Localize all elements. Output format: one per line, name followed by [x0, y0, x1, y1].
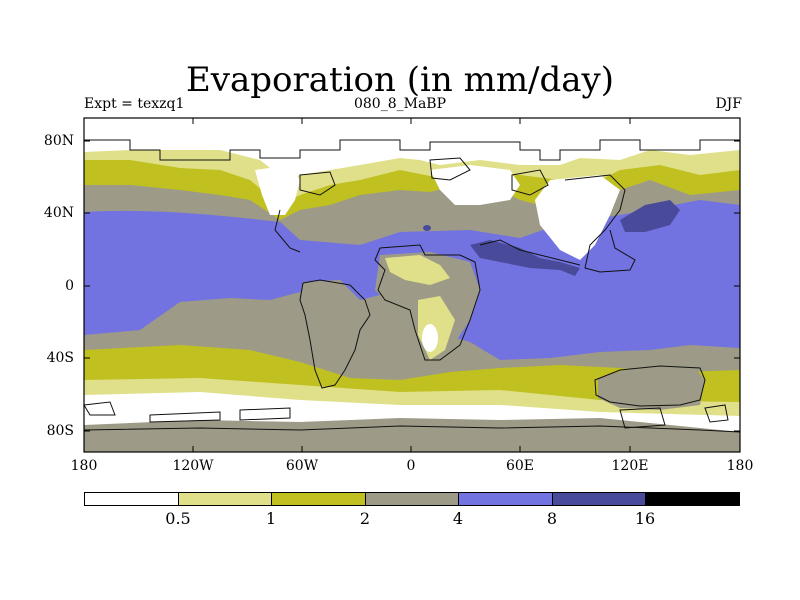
lon-label: 60E — [505, 458, 535, 474]
colorbar-box — [365, 493, 460, 505]
lat-label: 80N — [43, 133, 74, 149]
axis-ticks — [83, 118, 741, 452]
field-8-16-small — [423, 225, 431, 231]
colorbar-box — [459, 493, 553, 505]
colorbar-label: 2 — [359, 509, 371, 528]
lon-label: 120W — [172, 458, 214, 474]
field-lt05-north — [84, 118, 740, 180]
lat-label: 40N — [43, 205, 74, 221]
lat-label: 80S — [46, 423, 74, 439]
field-2-4-antarctica — [84, 418, 740, 452]
time-label: 080_8_MaBP — [353, 96, 447, 112]
lon-label: 180 — [726, 458, 754, 474]
field-2-4-australia — [598, 362, 705, 410]
colorbar-label: 1 — [265, 509, 277, 528]
lon-label: 120E — [611, 458, 649, 474]
lon-label: 0 — [406, 458, 416, 474]
colorbar-label: 0.5 — [165, 509, 191, 528]
lat-label: 40S — [46, 350, 74, 366]
plot-title: Evaporation (in mm/day) — [185, 60, 615, 100]
map-frame — [83, 117, 741, 453]
colorbar-label: 16 — [634, 509, 656, 528]
colorbar-box — [552, 493, 647, 505]
colorbar-box — [646, 493, 740, 505]
colorbar — [84, 492, 740, 506]
season-label: DJF — [715, 96, 742, 112]
lat-label: 0 — [65, 278, 74, 294]
lon-label: 60W — [285, 458, 319, 474]
field-8-16-pacific — [620, 200, 680, 232]
field-lt05-namerica — [255, 165, 300, 215]
colorbar-label: 4 — [452, 509, 464, 528]
field-lt05-eastasia — [535, 175, 620, 260]
lon-label: 180 — [70, 458, 98, 474]
field-lt05-asia — [430, 165, 520, 205]
colorbar-label: 8 — [546, 509, 558, 528]
field-2-4-south-america — [300, 280, 370, 395]
field-lt05-safrica — [422, 324, 438, 352]
colorbar-box — [178, 493, 273, 505]
colorbar-box — [272, 493, 366, 505]
field-0.5-1-sahara — [385, 255, 450, 285]
colorbar-box — [85, 493, 179, 505]
experiment-label: Expt = texzq1 — [84, 96, 185, 112]
field-8-16-asia — [470, 240, 580, 276]
coastlines — [83, 139, 741, 433]
